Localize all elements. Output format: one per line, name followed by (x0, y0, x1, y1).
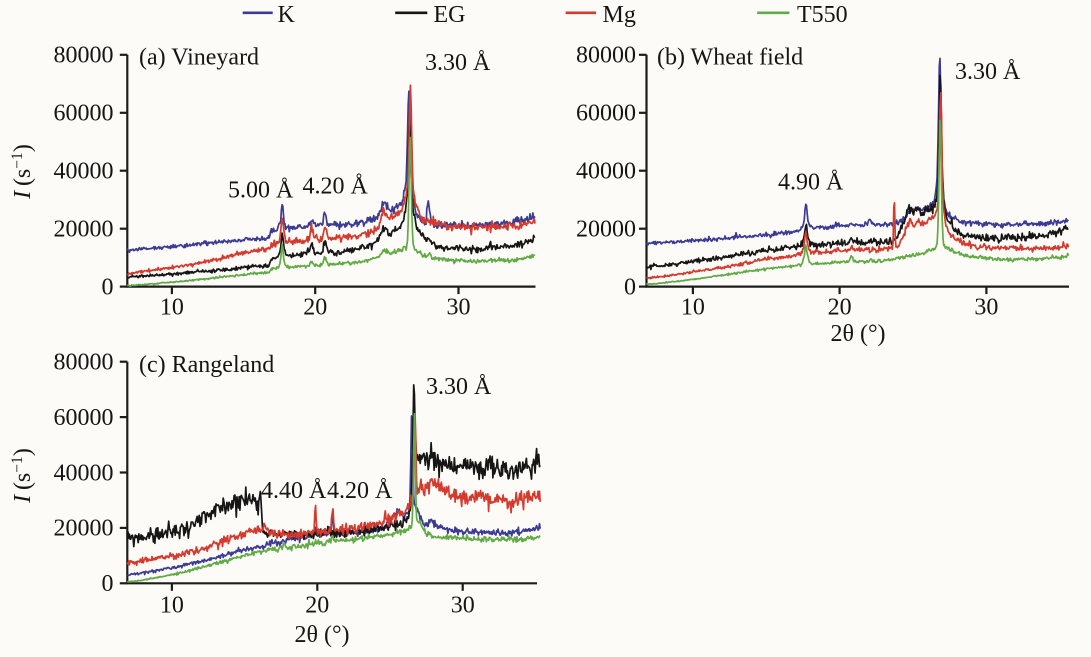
svg-text:Mg: Mg (603, 2, 636, 28)
svg-text:4.40 Å: 4.40 Å (261, 478, 327, 504)
svg-text:(c) Rangeland: (c) Rangeland (139, 352, 274, 378)
svg-text:K: K (278, 2, 296, 28)
svg-text:10: 10 (160, 295, 184, 321)
svg-text:4.20 Å: 4.20 Å (327, 478, 393, 504)
svg-text:60000: 60000 (576, 101, 636, 127)
svg-text:10: 10 (681, 295, 705, 321)
svg-text:I (s−1): I (s−1) (9, 448, 37, 504)
svg-text:20: 20 (303, 295, 327, 321)
svg-text:(b) Wheat field: (b) Wheat field (657, 45, 803, 71)
svg-text:10: 10 (160, 593, 184, 619)
svg-text:20000: 20000 (54, 516, 114, 542)
svg-text:30: 30 (974, 295, 998, 321)
svg-text:0: 0 (102, 274, 114, 300)
svg-text:20: 20 (305, 593, 329, 619)
svg-text:3.30 Å: 3.30 Å (425, 50, 491, 76)
svg-text:60000: 60000 (54, 101, 114, 127)
svg-text:4.90 Å: 4.90 Å (778, 170, 844, 196)
svg-text:3.30 Å: 3.30 Å (426, 374, 492, 400)
svg-text:80000: 80000 (54, 43, 114, 69)
svg-text:2θ (°): 2θ (°) (830, 321, 885, 347)
svg-text:EG: EG (434, 2, 466, 28)
svg-text:80000: 80000 (54, 350, 114, 376)
svg-text:0: 0 (102, 571, 114, 597)
svg-text:30: 30 (451, 593, 475, 619)
svg-text:40000: 40000 (54, 159, 114, 185)
svg-text:20: 20 (828, 295, 852, 321)
svg-text:0: 0 (624, 274, 636, 300)
svg-text:5.00 Å: 5.00 Å (228, 178, 294, 204)
svg-text:20000: 20000 (54, 217, 114, 243)
svg-text:60000: 60000 (54, 405, 114, 431)
svg-text:20000: 20000 (576, 217, 636, 243)
svg-text:80000: 80000 (576, 43, 636, 69)
svg-text:2θ (°): 2θ (°) (294, 622, 349, 648)
svg-text:T550: T550 (797, 2, 848, 28)
svg-text:30: 30 (447, 295, 471, 321)
svg-text:3.30 Å: 3.30 Å (955, 59, 1021, 85)
svg-text:(a) Vineyard: (a) Vineyard (139, 45, 259, 71)
svg-text:40000: 40000 (576, 159, 636, 185)
svg-text:I (s−1): I (s−1) (9, 144, 37, 200)
svg-text:40000: 40000 (54, 460, 114, 486)
svg-text:4.20 Å: 4.20 Å (303, 174, 369, 200)
